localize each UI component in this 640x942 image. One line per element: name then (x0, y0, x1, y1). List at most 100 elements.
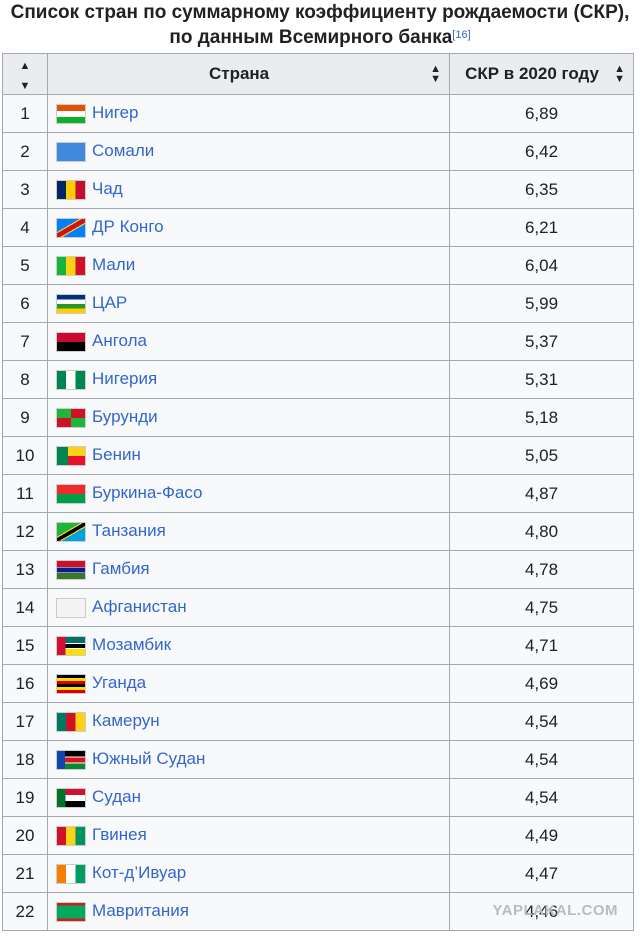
country-link[interactable]: Судан (92, 787, 141, 807)
header-value[interactable]: СКР в 2020 году ▲ ▼ (449, 53, 634, 95)
tfr-value: 5,05 (449, 436, 634, 475)
country-cell: Кот-д’Ивуар (47, 854, 450, 893)
country-link[interactable]: Нигерия (92, 369, 158, 389)
country-cell: Гвинея (47, 816, 450, 855)
country-cell: Камерун (47, 702, 450, 741)
flag-icon (56, 711, 86, 732)
row-number: 7 (2, 322, 48, 361)
country-link[interactable]: Танзания (92, 521, 166, 541)
country-cell: Сомали (47, 132, 450, 171)
tfr-value: 6,04 (449, 246, 634, 285)
country-link[interactable]: Буркина-Фасо (92, 483, 203, 503)
row-number: 6 (2, 284, 48, 323)
table-row: 19 Судан 4,54 (2, 778, 634, 817)
flag-icon (56, 483, 86, 504)
country-cell: Нигер (47, 94, 450, 133)
table-row: 15 Мозамбик 4,71 (2, 626, 634, 665)
country-link[interactable]: Камерун (92, 711, 160, 731)
flag-icon (56, 863, 86, 884)
country-link[interactable]: Афганистан (92, 597, 187, 617)
flag-icon (56, 521, 86, 542)
flag-icon (56, 597, 86, 618)
header-num[interactable]: ▲ ▼ (2, 53, 48, 95)
flag-icon (56, 293, 86, 314)
tfr-value: 4,69 (449, 664, 634, 703)
country-link[interactable]: Уганда (92, 673, 147, 693)
row-number: 14 (2, 588, 48, 627)
reference-link[interactable]: [16] (452, 29, 471, 41)
sort-icon[interactable]: ▲ ▼ (614, 63, 625, 85)
sort-icon[interactable]: ▲ ▼ (430, 63, 441, 85)
table-row: 16 Уганда 4,69 (2, 664, 634, 703)
fertility-table: ▲ ▼ Страна ▲ ▼ СКР в 2020 году ▲ ▼ 1 Нигер 6,89… (2, 53, 634, 931)
country-cell: Гамбия (47, 550, 450, 589)
table-row: 14 Афганистан 4,75 (2, 588, 634, 627)
country-cell: Судан (47, 778, 450, 817)
country-link[interactable]: Гамбия (92, 559, 150, 579)
row-number: 15 (2, 626, 48, 665)
country-link[interactable]: Нигер (92, 103, 139, 123)
row-number: 4 (2, 208, 48, 247)
country-link[interactable]: ЦАР (92, 293, 128, 313)
row-number: 2 (2, 132, 48, 171)
table-row: 3 Чад 6,35 (2, 170, 634, 209)
table-row: 9 Бурунди 5,18 (2, 398, 634, 437)
row-number: 21 (2, 854, 48, 893)
country-cell: Южный Судан (47, 740, 450, 779)
tfr-value: 6,42 (449, 132, 634, 171)
country-cell: Мали (47, 246, 450, 285)
row-number: 22 (2, 892, 48, 931)
row-number: 12 (2, 512, 48, 551)
tfr-value: 4,54 (449, 740, 634, 779)
row-number: 18 (2, 740, 48, 779)
country-link[interactable]: Ангола (92, 331, 148, 351)
country-link[interactable]: Мали (92, 255, 136, 275)
tfr-value: 4,46 (449, 892, 634, 931)
flag-icon (56, 407, 86, 428)
tfr-value: 4,54 (449, 702, 634, 741)
flag-icon (56, 217, 86, 238)
flag-icon (56, 331, 86, 352)
country-link[interactable]: Южный Судан (92, 749, 206, 769)
country-cell: Афганистан (47, 588, 450, 627)
table-row: 8 Нигерия 5,31 (2, 360, 634, 399)
table-header-row: ▲ ▼ Страна ▲ ▼ СКР в 2020 году ▲ ▼ (2, 53, 634, 95)
country-link[interactable]: Сомали (92, 141, 155, 161)
header-country-label: Страна (208, 64, 270, 83)
row-number: 5 (2, 246, 48, 285)
header-country[interactable]: Страна ▲ ▼ (47, 53, 450, 95)
tfr-value: 4,54 (449, 778, 634, 817)
tfr-value: 6,21 (449, 208, 634, 247)
country-cell: Ангола (47, 322, 450, 361)
country-cell: Нигерия (47, 360, 450, 399)
row-number: 20 (2, 816, 48, 855)
header-value-label: СКР в 2020 году (465, 64, 599, 83)
table-row: 10 Бенин 5,05 (2, 436, 634, 475)
row-number: 8 (2, 360, 48, 399)
country-link[interactable]: Чад (92, 179, 123, 199)
row-number: 11 (2, 474, 48, 513)
table-row: 11 Буркина-Фасо 4,87 (2, 474, 634, 513)
tfr-value: 5,99 (449, 284, 634, 323)
row-number: 16 (2, 664, 48, 703)
country-link[interactable]: Бенин (92, 445, 141, 465)
tfr-value: 4,49 (449, 816, 634, 855)
country-link[interactable]: Мозамбик (92, 635, 172, 655)
table-row: 17 Камерун 4,54 (2, 702, 634, 741)
table-row: 21 Кот-д’Ивуар 4,47 (2, 854, 634, 893)
caption-line-2: по данным Всемирного банка[16] (0, 25, 640, 50)
table-row: 1 Нигер 6,89 (2, 94, 634, 133)
table-row: 12 Танзания 4,80 (2, 512, 634, 551)
sort-icon[interactable]: ▲ ▼ (19, 60, 31, 92)
country-link[interactable]: ДР Конго (92, 217, 164, 237)
country-cell: ЦАР (47, 284, 450, 323)
country-link[interactable]: Кот-д’Ивуар (92, 863, 187, 883)
flag-icon (56, 141, 86, 162)
country-link[interactable]: Бурунди (92, 407, 158, 427)
tfr-value: 5,37 (449, 322, 634, 361)
tfr-value: 4,80 (449, 512, 634, 551)
tfr-value: 4,71 (449, 626, 634, 665)
country-link[interactable]: Мавритания (92, 901, 189, 921)
table-row: 2 Сомали 6,42 (2, 132, 634, 171)
country-link[interactable]: Гвинея (92, 825, 147, 845)
